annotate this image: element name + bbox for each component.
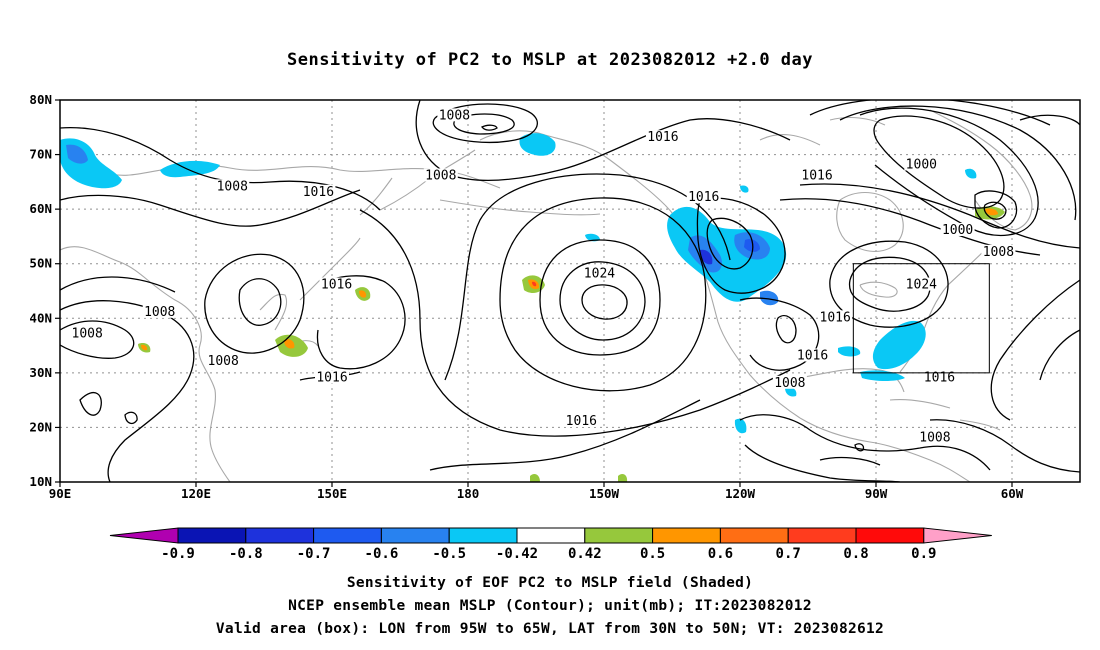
lon-tick-label: 180: [457, 486, 480, 501]
map-frame: [59, 99, 1081, 483]
contour-label: 1008: [425, 168, 456, 183]
lat-tick-label: 70N: [29, 147, 52, 162]
contour-label-bg: [800, 168, 835, 182]
contour-label-bg: [206, 353, 241, 367]
contour-label-bg: [315, 370, 349, 384]
colorbar-left-arrow: [109, 527, 179, 544]
contour-label-bg: [70, 326, 105, 340]
lon-tick-label: 150E: [317, 486, 347, 501]
colorbar-swatch: [313, 527, 382, 544]
contour-label: 1000: [942, 223, 973, 238]
colorbar-swatch: [380, 527, 450, 544]
contour-label: 1016: [820, 310, 851, 325]
contour-label-bg: [981, 244, 1016, 258]
contour-label: 1024: [906, 278, 937, 293]
contour-label: 1016: [647, 130, 678, 145]
contour-label-bg: [564, 413, 599, 427]
colorbar-label: -0.6: [365, 546, 399, 562]
contour-label: 1008: [144, 305, 175, 320]
colorbar-swatch: [787, 527, 857, 544]
contour-label-bg: [301, 184, 336, 198]
lon-tick-label: 120W: [725, 486, 756, 501]
colorbar-swatch: [448, 527, 518, 544]
lon-tick-label: 90W: [865, 486, 888, 501]
contour-label-bg: [904, 157, 939, 171]
contour-label-bg: [917, 430, 952, 444]
lat-tick-label: 50N: [29, 256, 52, 271]
contour-label-bg: [686, 190, 721, 204]
lat-tick-label: 20N: [29, 419, 52, 434]
colorbar-label: 0.5: [640, 546, 665, 562]
lon-tick-label: 120E: [181, 486, 211, 501]
contour-label-bg: [437, 108, 472, 122]
contour-labels: 1008 1016 1008 1016 1008 1016 1016 1000 1000 1008…: [70, 108, 1016, 445]
caption-line-2: NCEP ensemble mean MSLP (Contour); unit(…: [288, 598, 812, 614]
contour-label-bg: [142, 304, 177, 318]
colorbar-swatch: [245, 527, 315, 544]
contour-label-bg: [795, 348, 830, 362]
contour-label: 1016: [797, 348, 828, 363]
colorbar-right-arrow: [923, 527, 992, 544]
contour-label: 1016: [924, 370, 955, 385]
colorbar-swatch: [177, 527, 247, 544]
lon-tick-label: 60W: [1001, 486, 1024, 501]
contour-label-bg: [423, 168, 458, 182]
colorbar-swatch: [719, 527, 789, 544]
contour-label: 1016: [566, 414, 597, 429]
colorbar-label: 0.42: [568, 546, 602, 562]
colorbar-label: 0.8: [843, 546, 868, 562]
colorbar: -0.9 -0.8 -0.7 -0.6 -0.5 -0.42 0.42 0.5 0.6 0.7 0.…: [109, 527, 992, 562]
colorbar-label: -0.7: [297, 546, 331, 562]
map-title: Sensitivity of PC2 to MSLP at 2023082012…: [286, 50, 813, 70]
contour-label-bg: [904, 277, 939, 291]
colorbar-label: -0.9: [161, 546, 195, 562]
colorbar-label: -0.8: [229, 546, 263, 562]
colorbar-swatch: [516, 527, 586, 544]
contour-label: 1016: [801, 168, 832, 183]
contour-label: 1024: [584, 267, 615, 282]
contour-label-bg: [818, 310, 853, 324]
lat-tick-label: 60N: [29, 201, 52, 216]
colorbar-label: -0.42: [496, 546, 538, 562]
contour-label: 1008: [217, 179, 248, 194]
sensitivity-shading: [60, 133, 1005, 482]
contour-label: 1008: [919, 430, 950, 445]
mslp-contours: [60, 100, 1080, 482]
contour-label-bg: [215, 179, 250, 193]
contour-label-bg: [940, 222, 975, 236]
colorbar-label: 0.9: [911, 546, 936, 562]
lon-tick-label: 150W: [589, 486, 620, 501]
colorbar-swatch: [855, 527, 925, 544]
colorbar-swatch: [584, 527, 654, 544]
contour-label: 1008: [72, 327, 103, 342]
contour-label-bg: [922, 370, 957, 384]
contour-label-bg: [319, 277, 354, 291]
colorbar-label: 0.7: [776, 546, 801, 562]
valid-area-box: [852, 263, 990, 374]
contour-label: 1016: [688, 190, 719, 205]
lat-tick-label: 10N: [29, 474, 52, 489]
caption-line-3: Valid area (box): LON from 95W to 65W, L…: [215, 621, 885, 637]
lat-tick-label: 80N: [29, 92, 52, 107]
contour-label: 1008: [439, 108, 470, 123]
contour-label: 1008: [208, 354, 239, 369]
contour-label: 1016: [303, 185, 334, 200]
contour-label-bg: [772, 375, 807, 389]
colorbar-label: 0.6: [708, 546, 733, 562]
lon-tick-label: 90E: [49, 486, 72, 501]
contour-label-bg: [582, 266, 617, 280]
contour-label: 1008: [774, 376, 805, 391]
lat-tick-label: 30N: [29, 365, 52, 380]
contour-label: 1016: [321, 278, 352, 293]
colorbar-swatch: [652, 527, 721, 544]
caption-line-1: Sensitivity of EOF PC2 to MSLP field (Sh…: [346, 575, 754, 591]
contour-label: 1016: [316, 370, 347, 385]
contour-label-bg: [645, 130, 680, 144]
colorbar-label: -0.5: [432, 546, 466, 562]
lat-tick-label: 40N: [29, 310, 52, 325]
contour-label: 1000: [906, 157, 937, 172]
contour-label: 1008: [983, 245, 1014, 260]
